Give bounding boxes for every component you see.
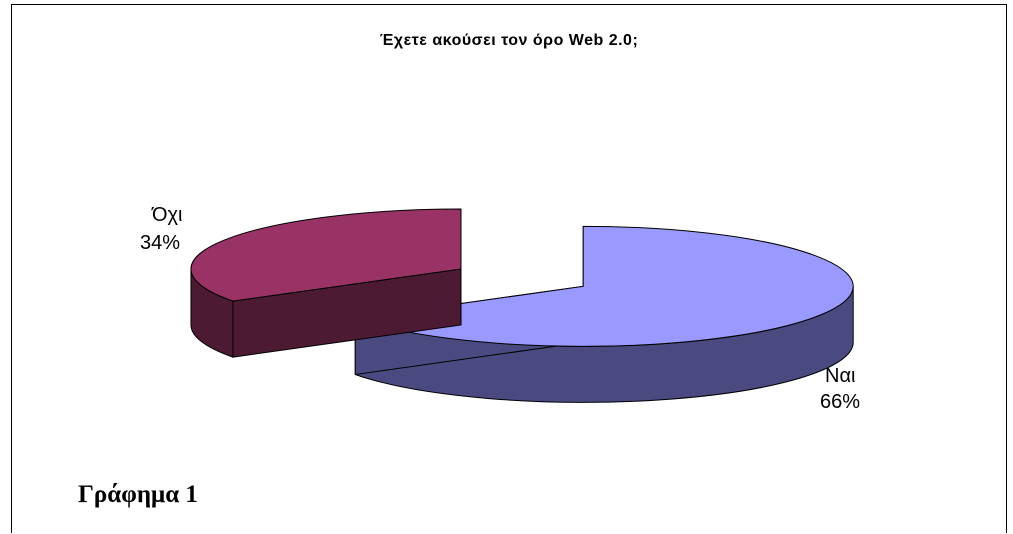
- slice-value-no: 34%: [140, 232, 180, 254]
- pie-chart: Ναι 66% Όχι 34%: [140, 204, 860, 413]
- pie-slice-top: [190, 208, 462, 302]
- figure-caption: Γράφημα 1: [78, 481, 198, 508]
- slice-label-no: Όχι: [151, 204, 182, 226]
- chart-frame: Έχετε ακούσει τον όρο Web 2.0; Ναι 66% Ό…: [11, 4, 1007, 533]
- pie-slice-yes: [354, 225, 854, 403]
- slice-label-yes: Ναι: [825, 365, 855, 387]
- chart-title: Έχετε ακούσει τον όρο Web 2.0;: [379, 32, 639, 49]
- slice-value-yes: 66%: [820, 391, 860, 413]
- pie-slice-no: [190, 208, 462, 358]
- pie-slice-top: [355, 225, 854, 347]
